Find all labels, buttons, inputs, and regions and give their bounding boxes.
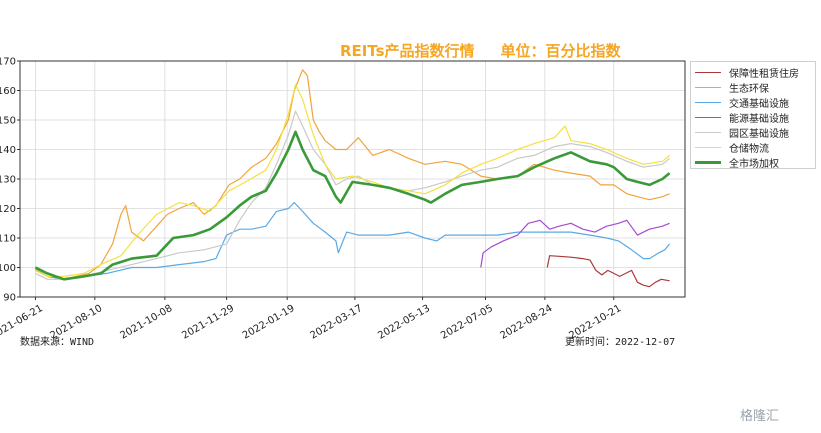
legend-swatch [695, 102, 721, 103]
chart-title-text: REITs产品指数行情 [340, 42, 475, 60]
legend-label: 能源基础设施 [729, 114, 789, 125]
y-tick-label: 170 [0, 57, 16, 68]
series-line-1 [35, 69, 670, 280]
x-tick-label: 2022-08-24 [499, 303, 555, 342]
y-tick-label: 140 [0, 145, 16, 156]
legend-label: 园区基础设施 [729, 129, 789, 140]
y-tick-label: 130 [0, 175, 16, 186]
x-tick-label: 2021-11-29 [180, 303, 236, 342]
x-tick-label: 2022-05-13 [376, 303, 432, 342]
legend-swatch [695, 117, 721, 118]
legend-label: 仓储物流 [729, 144, 769, 155]
legend-item: 交通基础设施 [695, 95, 811, 110]
series-line-4 [35, 110, 670, 280]
legend-item: 仓储物流 [695, 140, 811, 155]
unit-label: 单位：百分比指数 [500, 42, 621, 60]
series-line-5 [35, 83, 670, 277]
chart-title: REITs产品指数行情 单位：百分比指数 [340, 40, 621, 61]
x-tick-label: 2021-10-08 [119, 303, 175, 342]
legend-item: 能源基础设施 [695, 110, 811, 125]
y-tick-label: 100 [0, 263, 16, 274]
x-tick-label: 2022-03-17 [309, 303, 365, 342]
y-axis: 90 100 110 120 130 140 150 160 170 [0, 57, 20, 304]
legend-label: 保障性租赁住房 [729, 69, 799, 80]
x-tick-label: 2022-01-19 [241, 303, 297, 342]
data-source: 数据来源：WIND [20, 337, 95, 348]
legend-item: 园区基础设施 [695, 125, 811, 140]
watermark-logo: 格隆汇 [740, 409, 780, 424]
legend: 保障性租赁住房 生态环保交通基础设施 能源基础设施 园区基础设施 仓储物流全市场加权 [690, 61, 816, 170]
legend-label: 全市场加权 [729, 159, 779, 170]
legend-swatch [695, 147, 721, 148]
legend-swatch [695, 87, 721, 88]
series-layer [34, 69, 671, 288]
series-line-0 [546, 255, 670, 288]
legend-label: 交通基础设施 [729, 99, 789, 110]
update-time: 更新时间：2022-12-07 [565, 337, 676, 348]
legend-swatch [695, 132, 721, 133]
series-line-3 [480, 219, 670, 268]
y-tick-label: 150 [0, 116, 16, 127]
legend-swatch [695, 161, 721, 164]
legend-swatch [695, 72, 721, 73]
x-tick-label: 2022-07-05 [439, 303, 495, 342]
grid [20, 60, 685, 298]
y-tick-label: 160 [0, 86, 16, 97]
series-line-2 [35, 202, 671, 280]
y-tick-label: 110 [0, 234, 16, 245]
y-tick-label: 90 [3, 293, 16, 304]
legend-label: 生态环保 [729, 84, 769, 95]
legend-item: 保障性租赁住房 [695, 65, 811, 80]
legend-item: 生态环保 [695, 80, 811, 95]
legend-item: 全市场加权 [695, 155, 811, 170]
series-line-6 [34, 130, 671, 281]
y-tick-label: 120 [0, 204, 16, 215]
